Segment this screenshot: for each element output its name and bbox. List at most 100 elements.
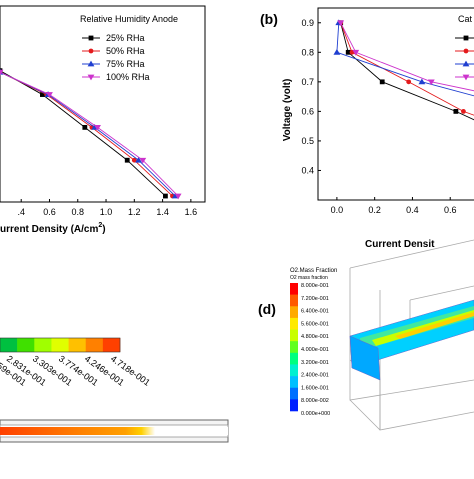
data-point-1-3 <box>461 108 466 114</box>
y-tick-label: 0.9 <box>301 18 314 28</box>
colorbar-tick-label: 2.400e-001 <box>301 373 329 379</box>
colorbar-tick-label: 4.000e-001 <box>301 347 329 353</box>
data-point-3-0 <box>337 20 345 27</box>
data-point-2-2 <box>418 78 426 85</box>
panel-b-frame <box>317 7 474 201</box>
x-tick-label: 0.4 <box>406 205 419 215</box>
colorbar-segment <box>0 338 18 352</box>
data-point-3-0 <box>0 69 4 76</box>
y-tick-label: 0.6 <box>301 106 314 116</box>
legend-marker <box>88 48 94 54</box>
x-tick-label: 0.0 <box>331 205 344 215</box>
panel-d-3d-contour: (d) O2.Mass Fraction O2 mass fraction 8.… <box>258 239 474 431</box>
colorbar-tick-label: 4.800e-001 <box>301 334 329 340</box>
panel-b-legend-title: Cat <box>458 14 473 24</box>
panel-b-chart: (b) Voltage (volt) 0.0 0.2 0.4 0.6 0.4 0.5 0.6… <box>260 7 474 250</box>
panel-d-label: (d) <box>258 301 276 317</box>
legend-label: 25% RHa <box>106 33 145 43</box>
panel-b-label: (b) <box>260 11 278 27</box>
panel-d-legend-subtitle: O2 mass fraction <box>290 275 328 281</box>
data-point-1-2 <box>406 79 412 85</box>
colorbar-segment <box>290 317 298 330</box>
panel-a-frame <box>0 5 206 203</box>
colorbar-frame <box>0 337 121 353</box>
series-line-1 <box>0 71 173 197</box>
colorbar-tick-label: 8.000e-002 <box>301 398 329 404</box>
data-point-2-1 <box>333 48 341 55</box>
colorbar-tick-label: 3.200e-001 <box>301 360 329 366</box>
x-tick-label: 1.6 <box>185 207 198 217</box>
y-tick-label: 0.7 <box>301 77 314 87</box>
colorbar-segment <box>290 341 298 354</box>
colorbar-segment <box>51 338 69 352</box>
colorbar-segment <box>290 294 298 307</box>
colorbar-segment <box>17 338 35 352</box>
colorbar-tick-label: 1.600e-001 <box>301 385 329 391</box>
legend-marker <box>87 74 95 81</box>
panel-a-legend: Relative Humidity Anode 25% RHa 50% RHa 75… <box>80 14 178 82</box>
geometry-edge <box>349 239 474 269</box>
data-point-0-3 <box>124 157 130 163</box>
x-tick-label: 0.8 <box>72 207 85 217</box>
colorbar-tick-label: 5.600e-001 <box>301 321 329 327</box>
legend-marker <box>463 35 469 41</box>
panel-b-x-axis-label: Current Densit <box>365 239 435 250</box>
colorbar-segment <box>290 306 298 319</box>
colorbar-segment <box>290 283 298 295</box>
legend-marker <box>462 74 470 81</box>
x-tick-label: 1.0 <box>100 207 113 217</box>
colorbar-segment <box>290 329 298 342</box>
panel-c-flow-contour <box>0 427 228 435</box>
data-point-1-3 <box>131 157 137 163</box>
data-point-3-4 <box>174 193 182 200</box>
data-point-3-3 <box>139 157 147 164</box>
data-point-3-1 <box>46 92 53 98</box>
series-line-2 <box>0 71 176 197</box>
data-point-3-1 <box>352 49 360 56</box>
data-point-0-1 <box>345 49 351 55</box>
data-point-2-3 <box>135 156 142 163</box>
legend-marker <box>87 60 95 67</box>
panel-c-contour: 4.718e-0014.246e-0013.774e-0013.303e-001… <box>0 337 229 443</box>
panel-d-legend-title: O2.Mass Fraction <box>290 268 337 274</box>
colorbar-tick-label: 0.000e+000 <box>301 411 330 417</box>
series-line-1 <box>340 22 474 116</box>
colorbar-segment <box>290 376 298 389</box>
y-tick-label: 0.8 <box>301 47 314 57</box>
panel-a-x-axis-label: urrent Density (A/cm2) <box>0 222 106 235</box>
colorbar-tick-label: 7.200e-001 <box>301 296 329 302</box>
series-line-3 <box>340 22 474 92</box>
series-line-3 <box>0 71 179 197</box>
y-tick-label: 0.4 <box>301 165 314 175</box>
legend-marker <box>462 60 470 67</box>
panel-b-y-axis-label: Voltage (volt) <box>282 79 293 142</box>
colorbar-tick-label: 6.400e-001 <box>301 309 329 315</box>
data-point-0-2 <box>379 79 385 85</box>
data-point-0-2 <box>82 124 88 130</box>
panel-d-contour-side <box>349 335 381 381</box>
legend-marker <box>88 35 94 41</box>
x-tick-label: 0.6 <box>43 207 56 217</box>
colorbar-segment <box>290 352 298 365</box>
colorbar-segment <box>290 399 298 412</box>
data-point-0-1 <box>40 92 45 97</box>
x-tick-label: 0.6 <box>444 205 457 215</box>
series-line-2 <box>336 22 474 97</box>
colorbar-segment <box>290 387 298 400</box>
panel-a-legend-title: Relative Humidity Anode <box>80 14 178 24</box>
legend-marker <box>463 48 469 54</box>
colorbar-segment <box>290 364 298 377</box>
colorbar-segment <box>68 338 87 352</box>
data-point-3-2 <box>94 124 101 131</box>
x-tick-label: .4 <box>17 207 25 217</box>
data-point-0-4 <box>163 193 168 199</box>
geometry-edge <box>409 285 474 301</box>
x-tick-label: 1.4 <box>156 207 169 217</box>
panel-d-contour-band <box>395 312 474 339</box>
colorbar-tick-label: 8.000e-001 <box>301 283 329 289</box>
x-tick-label: 0.2 <box>368 205 381 215</box>
colorbar-segment <box>102 338 121 352</box>
data-point-3-2 <box>427 79 435 86</box>
legend-label: 50% RHa <box>106 46 145 56</box>
